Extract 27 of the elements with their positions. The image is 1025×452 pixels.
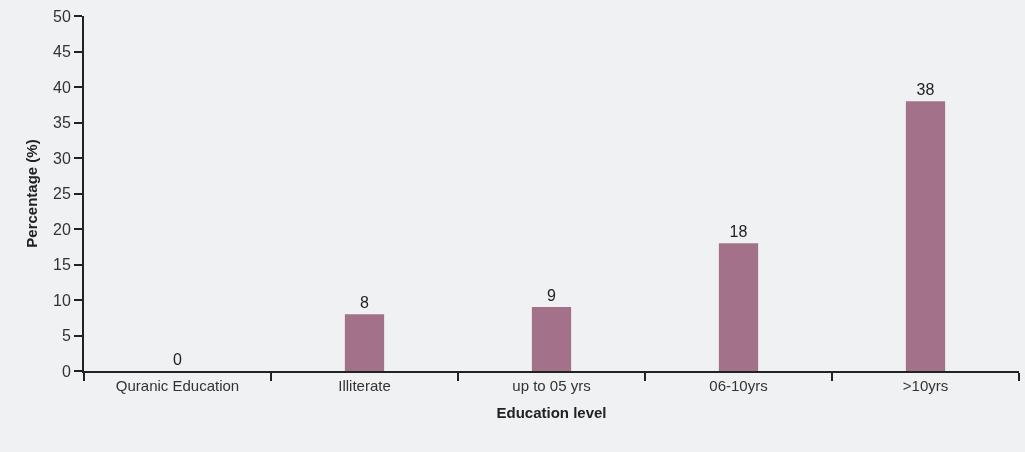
x-tick-label: Quranic Education — [115, 377, 240, 394]
data-label: 0 — [173, 351, 183, 368]
y-tick-label: 25 — [53, 185, 71, 203]
x-axis-title: Education level — [496, 403, 607, 421]
data-label: 38 — [916, 81, 935, 99]
data-label: 9 — [547, 287, 557, 305]
y-tick-label: 35 — [53, 114, 71, 132]
data-label: 8 — [360, 294, 370, 312]
bar — [531, 307, 572, 371]
bar — [905, 101, 946, 371]
x-tick-label: up to 05 yrs — [512, 377, 591, 394]
y-tick-label: 40 — [53, 78, 71, 96]
x-tick-label: Illiterate — [338, 377, 391, 394]
x-tick-label: 06-10yrs — [709, 377, 768, 394]
y-tick-label: 20 — [53, 220, 71, 238]
y-tick-label: 5 — [61, 327, 71, 345]
y-tick-label: 45 — [53, 43, 71, 61]
y-tick-label: 15 — [53, 256, 71, 274]
y-axis-title: Percentage (%) — [22, 139, 40, 248]
x-tick-label: >10yrs — [902, 377, 949, 394]
y-tick-label: 0 — [61, 362, 71, 380]
bar — [718, 243, 759, 371]
y-tick-label: 50 — [53, 7, 71, 25]
y-tick-label: 30 — [53, 149, 71, 167]
data-label: 18 — [729, 223, 748, 241]
bar — [344, 314, 385, 371]
y-tick-label: 10 — [53, 291, 71, 309]
